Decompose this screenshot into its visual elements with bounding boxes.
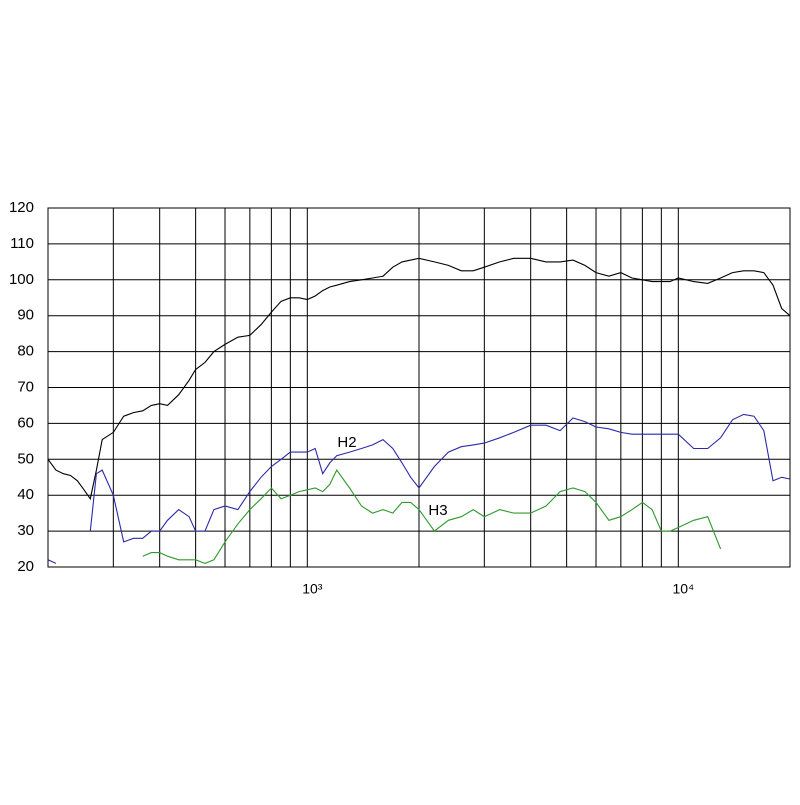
y-tick-label: 30: [17, 522, 34, 539]
x-tick-label: 10⁴: [673, 581, 695, 597]
y-tick-label: 110: [10, 235, 34, 252]
y-tick-label: 50: [17, 450, 34, 467]
y-tick-label: 20: [17, 558, 34, 575]
y-tick-label: 40: [17, 486, 34, 503]
series-label: H2: [337, 434, 356, 451]
y-tick-label: 90: [17, 307, 34, 324]
plot-lines: [48, 257, 790, 564]
plot-frame: [47, 207, 791, 568]
y-tick-label: 80: [17, 343, 34, 360]
y-tick-label: 100: [9, 271, 34, 288]
series-line: [48, 257, 790, 501]
y-tick-label: 70: [17, 378, 34, 395]
series-line: [142, 469, 722, 564]
x-tick-label: 10³: [302, 581, 323, 597]
series-label: H3: [428, 502, 447, 519]
y-tick-label: 120: [9, 199, 34, 216]
series-line: [48, 413, 790, 564]
y-tick-label: 60: [17, 414, 34, 431]
grid: [47, 207, 791, 568]
